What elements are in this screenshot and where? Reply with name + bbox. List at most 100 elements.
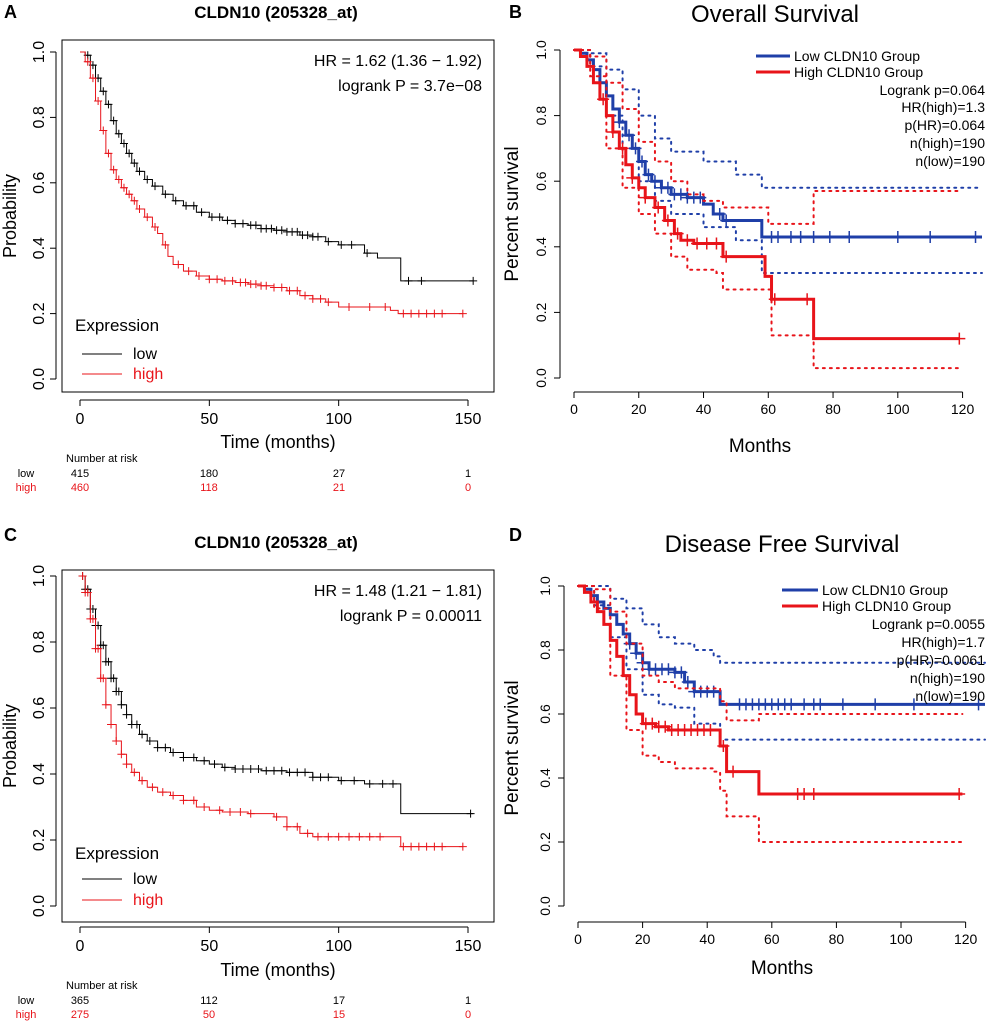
panel-c-low-censor-mark: [350, 776, 359, 785]
panel-a-logrank: logrank P = 3.7e−08: [338, 78, 482, 95]
panel-c-low-censor-mark: [285, 768, 294, 777]
panel-a-high-censor-mark: [109, 165, 118, 174]
panel-a-y-tick-label: 1.0: [31, 41, 48, 63]
panel-c-x-tick-label: 150: [455, 938, 482, 955]
panel-c-xlabel: Time (months): [220, 960, 335, 980]
panel-c-x-tick-label: 100: [325, 938, 352, 955]
panel-d-x-tick-label: 80: [829, 931, 845, 947]
panel-a-high-censor-mark: [414, 309, 423, 318]
panel-b-y-tick-label: 1.0: [533, 40, 549, 60]
panel-a-low-censor-mark: [182, 201, 191, 210]
panel-c-high-censor-mark: [345, 832, 354, 841]
panel-b-low-cldn10-group-censor-mark: [794, 230, 807, 243]
panel-a-low-censor-mark: [251, 221, 260, 230]
panel-a-risk-high-value: 118: [200, 482, 218, 494]
panel-a-high-censor-mark: [143, 213, 152, 222]
panel-c-high-censor-mark: [179, 796, 188, 805]
panel-a-high-censor-mark: [83, 57, 92, 66]
panel-d-low-cldn10-group-censor-mark: [681, 676, 694, 688]
panel-c-high-censor-mark: [88, 614, 97, 623]
panel-a-title: CLDN10 (205328_at): [194, 3, 357, 22]
panel-a-low-censor-mark: [143, 175, 152, 184]
panel-a-risk-low-value: 180: [200, 468, 218, 480]
panel-c-low-censor-mark: [169, 748, 178, 757]
panel-c-low-censor-mark: [324, 773, 333, 782]
panel-d-low-cldn10-group-censor-mark: [907, 698, 920, 711]
panel-a-legend-title: Expression: [75, 316, 159, 335]
panel-a-risk-label-low: low: [18, 468, 35, 480]
panel-b-x-tick-label: 40: [696, 401, 712, 417]
panel-c-hr: HR = 1.48 (1.21 − 1.81): [314, 583, 482, 600]
panel-c-risk-table: Number at risk low 365 112 17 1 high 275 50 15 0: [16, 980, 471, 1021]
panel-b-low-cldn10-group-censor-mark: [623, 129, 636, 142]
panel-b-high-cldn10-group-censor-mark: [597, 93, 610, 106]
panel-c-y-tick-label: 0.8: [31, 631, 48, 653]
panel-a-low-censor-mark: [207, 213, 216, 222]
panel-d-y-tick-label: 0.0: [537, 896, 553, 916]
panel-a-high-censor-mark: [114, 175, 123, 184]
panel-b-high-cldn10-group-ci-lower: [573, 49, 961, 370]
panel-c-high-censor-mark: [458, 842, 467, 851]
panel-a-x-tick-label: 50: [200, 411, 218, 428]
panel-a-low-censor-mark: [313, 232, 322, 241]
panel-c-low-censor-mark: [220, 763, 229, 772]
panel-a-high-censor-mark: [241, 278, 250, 287]
panel-a-low-censor-mark: [238, 219, 247, 228]
panel-d-high-cldn10-group-censor-mark: [717, 740, 730, 752]
panel-c-low-censor-mark: [316, 773, 325, 782]
panel-c-high-censor-mark: [282, 822, 291, 831]
panel-c-risk-high-value: 50: [203, 1009, 215, 1021]
panel-c-low-censor-mark: [99, 641, 108, 650]
panel-b-low-cldn10-group-censor-mark: [807, 230, 820, 243]
panel-c-high-censor-mark: [78, 572, 87, 580]
panel-a-high-censor-mark: [220, 276, 229, 285]
panel-c-high-censor-mark: [226, 807, 235, 816]
panel-c-low-censor-mark: [365, 779, 374, 788]
panel-c-high-censor-mark: [438, 842, 447, 851]
panel-c-low-censor-mark: [301, 768, 310, 777]
panel-b-stat-phr: p(HR)=0.064: [904, 117, 985, 133]
panel-a-low-censor-mark: [223, 216, 232, 225]
panel-b-letter: B: [509, 2, 522, 22]
panel-b-high-cldn10-group-censor-mark: [671, 227, 684, 240]
panel-a-low-censor-mark: [125, 149, 134, 158]
panel-a-low-censor-mark: [130, 159, 139, 168]
panel-c-y-tick-label: 1.0: [31, 565, 48, 587]
panel-b-low-cldn10-group-censor-mark: [969, 230, 982, 243]
panel-c-low-censor-mark: [238, 765, 247, 774]
panel-c-high-censor-mark: [324, 832, 333, 841]
panel-c-low-censor-mark: [189, 753, 198, 762]
panel-a-high-censor-mark: [324, 298, 333, 307]
panel-a-risk-high-value: 460: [71, 482, 89, 494]
panel-b-low-cldn10-group-censor-mark: [636, 155, 648, 168]
panel-a-high-censor-mark: [151, 222, 160, 231]
panel-b-low-cldn10-group-censor-mark: [720, 214, 733, 227]
panel-a-x-tick-label: 100: [325, 411, 352, 428]
panel-c-legend-low: low: [133, 871, 157, 888]
panel-d-high-cldn10-group-censor-mark: [646, 717, 659, 730]
panel-b-ylabel: Percent survival: [502, 146, 523, 281]
panel-b-high-cldn10-group-censor-mark: [661, 214, 674, 227]
panel-a-high-censor-mark: [104, 149, 113, 158]
panel-b-high-cldn10-group-censor-mark: [681, 234, 694, 247]
panel-a-y-tick-label: 0.2: [31, 302, 48, 324]
panel-a-y-tick-label: 0.4: [31, 237, 48, 259]
panel-a-high-censor-mark: [422, 309, 431, 318]
panel-a-low-censor-mark: [215, 213, 224, 222]
panel-c-risk-high-value: 275: [71, 1009, 89, 1021]
panel-a-axes: 0 50 100 150 0.0 0.2 0.4 0.6 0.8 1.0: [31, 41, 481, 428]
panel-b-y-tick-label: 0.0: [533, 368, 549, 388]
panel-c-low-censor-mark: [104, 657, 113, 666]
panel-d-title: Disease Free Survival: [665, 531, 900, 558]
panel-b-low-cldn10-group-censor-mark: [694, 191, 707, 204]
panel-a-low-censor-mark: [267, 224, 276, 233]
panel-b-high-cldn10-group-censor-mark: [801, 293, 814, 306]
panel-c-logrank: logrank P = 0.00011: [340, 608, 482, 625]
panel-a-plot-frame: [61, 39, 495, 393]
panel-c-low-censor-mark: [200, 756, 209, 765]
panel-d-stat-nhigh: n(high)=190: [910, 670, 985, 686]
panel-c-high-censor-mark: [122, 760, 131, 769]
panel-a-high-censor-mark: [345, 303, 354, 312]
panel-a-high-censor-mark: [285, 286, 294, 295]
panel-d-y-tick-label: 0.6: [537, 704, 553, 724]
